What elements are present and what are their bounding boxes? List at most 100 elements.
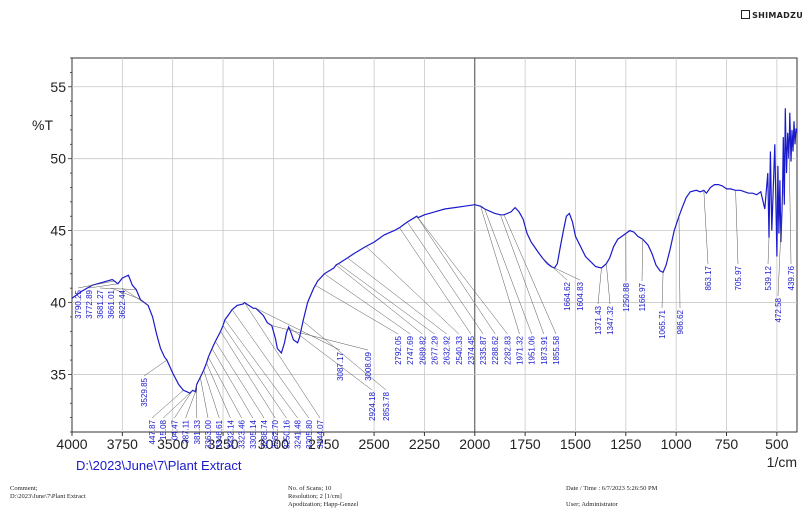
peak-leader-line bbox=[208, 357, 242, 419]
peak-leader-line bbox=[224, 319, 298, 419]
x-tick-label: 2500 bbox=[359, 436, 390, 452]
peak-label: 1371.43 bbox=[594, 305, 603, 334]
y-tick-label: 55 bbox=[50, 79, 66, 95]
peak-label: 2335.87 bbox=[479, 335, 488, 364]
peak-label: 986.62 bbox=[676, 309, 685, 334]
peak-leader-line bbox=[338, 263, 435, 335]
resolution-text: Resolution; 2 [1/cm] bbox=[288, 493, 342, 500]
sample-path-label: D:\2023\June\7\Plant Extract bbox=[76, 458, 242, 473]
brand-logo-icon bbox=[741, 10, 751, 19]
peak-label: 3250.16 bbox=[282, 419, 291, 448]
x-tick-label: 3750 bbox=[107, 436, 138, 452]
peak-label: 539.12 bbox=[764, 265, 773, 290]
peak-leader-line bbox=[417, 217, 508, 335]
peak-leader-line bbox=[185, 391, 196, 419]
peak-leader-line bbox=[661, 272, 664, 309]
peak-leader-line bbox=[121, 287, 149, 306]
peak-label: 1855.58 bbox=[552, 335, 561, 364]
peak-label: 3529.85 bbox=[140, 377, 149, 406]
x-tick-label: 500 bbox=[765, 436, 789, 452]
comment-value: D:\2023\June\7\Plant Extract bbox=[10, 493, 86, 500]
peak-leader-line bbox=[606, 263, 611, 305]
peak-leader-line bbox=[788, 147, 792, 265]
peak-label: 3205.80 bbox=[305, 419, 314, 448]
peak-leader-line bbox=[77, 280, 115, 289]
peak-leader-line bbox=[597, 267, 602, 305]
peak-label: 2689.82 bbox=[418, 335, 427, 364]
peak-label: 1065.71 bbox=[658, 309, 667, 338]
x-tick-label: 4000 bbox=[56, 436, 87, 452]
x-tick-label: 1000 bbox=[661, 436, 692, 452]
peak-label: 15.08 bbox=[159, 419, 168, 440]
peak-leader-line bbox=[500, 214, 545, 335]
brand-name: SHIMADZU bbox=[752, 11, 803, 20]
x-tick-label: 1250 bbox=[610, 436, 641, 452]
peak-leader-line bbox=[335, 264, 423, 335]
peak-leader-line bbox=[399, 227, 472, 335]
peak-leader-line bbox=[88, 283, 118, 289]
peak-leader-line bbox=[288, 326, 373, 391]
peak-leader-line bbox=[211, 348, 254, 419]
peak-label: 1951.06 bbox=[528, 335, 537, 364]
shimadzu-logo: SHIMADZU bbox=[741, 10, 803, 20]
peak-label: 3305.14 bbox=[249, 419, 258, 448]
peak-leader-line bbox=[271, 325, 369, 351]
peak-label: 472.58 bbox=[774, 297, 783, 322]
footer-comment: Comment; D:\2023\June\7\Plant Extract bbox=[10, 485, 86, 501]
x-tick-label: 3500 bbox=[157, 436, 188, 452]
peak-label: 3363.00 bbox=[204, 419, 213, 448]
peak-label: 3772.89 bbox=[85, 289, 94, 318]
peak-label: 3790.25 bbox=[74, 289, 83, 318]
peak-label: 3288.74 bbox=[260, 419, 269, 448]
peak-leader-line bbox=[767, 237, 770, 265]
peak-label: 3622.44 bbox=[118, 289, 127, 318]
peak-label: 447.87 bbox=[148, 419, 157, 444]
peak-leader-line bbox=[200, 377, 209, 419]
apodization-text: Apodization; Happ-Genzel bbox=[288, 501, 359, 508]
datetime-text: Date / Time : 6/7/2023 5:26:50 PM bbox=[566, 485, 658, 492]
peak-leader-line bbox=[302, 321, 387, 391]
peak-label: 2632.92 bbox=[443, 335, 452, 364]
comment-label: Comment; bbox=[10, 485, 38, 492]
peak-leader-line bbox=[206, 362, 231, 419]
peak-leader-line bbox=[416, 216, 496, 335]
x-axis-label: 1/cm bbox=[767, 454, 797, 470]
peak-label: 2540.33 bbox=[455, 335, 464, 364]
footer-run-info: Date / Time : 6/7/2023 5:26:50 PM User; … bbox=[566, 485, 657, 509]
peak-label: 1347.32 bbox=[606, 305, 615, 334]
peak-leader-line bbox=[641, 239, 643, 282]
peak-label: 1873.91 bbox=[540, 335, 549, 364]
peak-label: 863.17 bbox=[704, 265, 713, 290]
peak-leader-line bbox=[244, 302, 321, 419]
x-tick-label: 2250 bbox=[409, 436, 440, 452]
peak-label: 1166.97 bbox=[638, 282, 647, 311]
footer-scan-settings: No. of Scans; 10 Resolution; 2 [1/cm] Ap… bbox=[288, 485, 358, 509]
peak-leader-line bbox=[324, 273, 411, 335]
peak-leader-line bbox=[678, 216, 681, 309]
peak-label: 439.76 bbox=[787, 265, 796, 290]
peak-label: 3241.48 bbox=[294, 419, 303, 448]
y-tick-label: 40 bbox=[50, 295, 66, 311]
peak-label: 3008.09 bbox=[364, 351, 373, 380]
peak-label: 1664.62 bbox=[563, 281, 572, 310]
peak-label: 381.33 bbox=[193, 419, 202, 444]
peak-label: 2792.05 bbox=[394, 335, 403, 364]
peak-leader-line bbox=[315, 285, 399, 335]
peak-label: 3681.27 bbox=[96, 289, 105, 318]
peak-label: 705.97 bbox=[734, 265, 743, 290]
peak-label: 3144.07 bbox=[316, 419, 325, 448]
peak-leader-line bbox=[347, 257, 447, 335]
peak-leader-line bbox=[703, 190, 709, 265]
peak-label: 2924.18 bbox=[368, 391, 377, 420]
ftir-spectrum-chart: 4000 3750 3500 3250 3000 2750 2500 2250 2000 1750… bbox=[32, 57, 798, 473]
x-tick-label: 3250 bbox=[207, 436, 238, 452]
y-axis-label: %T bbox=[32, 117, 53, 133]
y-tick-label: 45 bbox=[50, 223, 66, 239]
peak-label: 1971.32 bbox=[516, 335, 525, 364]
peak-label: 2747.69 bbox=[406, 335, 415, 364]
peak-label: 387.11 bbox=[182, 419, 191, 443]
peak-label: 2853.78 bbox=[382, 391, 391, 420]
peak-leader-line bbox=[777, 194, 783, 297]
user-text: User; Administrator bbox=[566, 501, 618, 508]
x-tick-label: 750 bbox=[715, 436, 739, 452]
